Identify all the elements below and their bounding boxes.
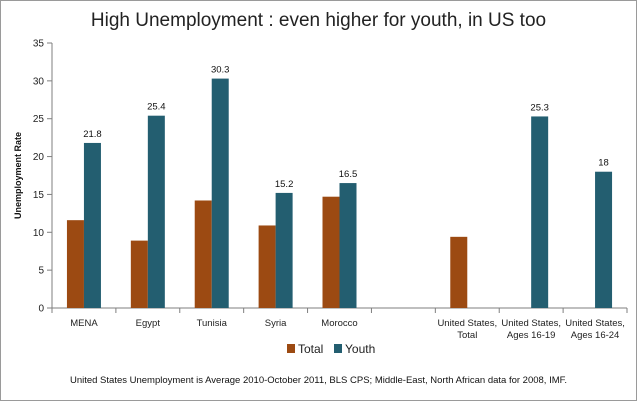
- legend-swatch-total: [287, 344, 295, 353]
- x-category-label: United States,: [437, 318, 497, 329]
- bar-youth: [275, 192, 293, 308]
- bar-youth: [531, 116, 549, 308]
- y-tick-label: 35: [33, 39, 45, 50]
- x-category-label: United States,: [501, 318, 561, 329]
- y-tick-label: 5: [38, 266, 44, 277]
- data-label: 25.3: [530, 102, 549, 113]
- bar-total: [194, 200, 212, 308]
- y-tick-label: 20: [33, 152, 45, 163]
- bar-total: [450, 236, 468, 308]
- data-label: 15.2: [275, 179, 294, 190]
- bar-total: [322, 196, 340, 308]
- legend-label-youth: Youth: [345, 342, 375, 356]
- bar-youth: [339, 183, 357, 308]
- bar-youth: [211, 78, 229, 308]
- x-category-label: Ages 16-24: [571, 330, 620, 341]
- x-category-label: Tunisia: [197, 318, 228, 329]
- chart-title: High Unemployment : even higher for yout…: [90, 10, 547, 31]
- y-tick-label: 25: [33, 114, 45, 125]
- x-category-label: Syria: [265, 318, 287, 329]
- x-category-label: Ages 16-19: [507, 330, 556, 341]
- legend-swatch-youth: [334, 344, 342, 353]
- legend-label-total: Total: [298, 342, 323, 356]
- x-category-label: United States,: [565, 318, 625, 329]
- y-tick-label: 30: [33, 76, 45, 87]
- bar-youth: [147, 115, 165, 308]
- y-tick-label: 0: [38, 304, 44, 315]
- data-label: 25.4: [147, 102, 166, 113]
- x-category-label: MENA: [70, 318, 98, 329]
- bar-total: [66, 220, 84, 308]
- y-axis-title: Unemployment Rate: [13, 132, 23, 219]
- y-tick-label: 15: [33, 190, 45, 201]
- bar-youth: [83, 142, 101, 308]
- bar-total: [130, 240, 148, 308]
- bar-total: [258, 225, 276, 308]
- y-tick-label: 10: [33, 228, 45, 239]
- x-category-label: Morocco: [321, 318, 357, 329]
- chart-footnote: United States Unemployment is Average 20…: [69, 375, 568, 386]
- x-category-label: Total: [457, 330, 477, 341]
- data-label: 21.8: [83, 129, 102, 140]
- data-label: 18: [598, 158, 609, 169]
- x-category-label: Egypt: [136, 318, 161, 329]
- data-label: 16.5: [339, 169, 358, 180]
- data-label: 30.3: [211, 65, 230, 76]
- bar-youth: [595, 171, 613, 308]
